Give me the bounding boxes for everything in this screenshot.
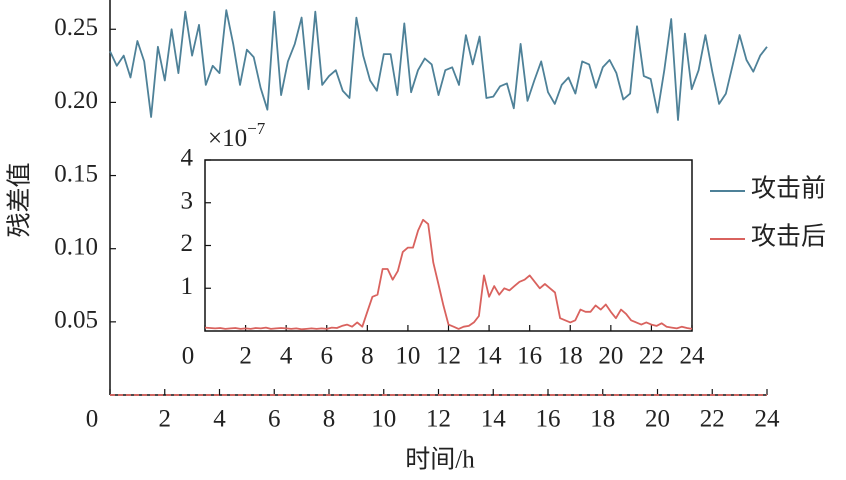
legend-label: 攻击前 bbox=[751, 175, 826, 203]
x-tick-label: 6 bbox=[321, 343, 334, 370]
axis-multiplier: ×10−7 bbox=[208, 119, 266, 152]
multiplier-exponent: −7 bbox=[247, 119, 266, 138]
x-tick-label: 22 bbox=[700, 406, 725, 433]
x-tick-label: 24 bbox=[755, 406, 781, 433]
x-tick-label: 8 bbox=[323, 406, 336, 433]
multiplier-base: ×10 bbox=[208, 125, 247, 152]
y-tick-label: 4 bbox=[181, 145, 194, 172]
x-tick-label: 18 bbox=[590, 406, 615, 433]
x-tick-label: 4 bbox=[280, 343, 293, 370]
x-tick-label: 2 bbox=[239, 343, 252, 370]
x-tick-label: 10 bbox=[395, 343, 420, 370]
x-tick-label: 8 bbox=[361, 343, 374, 370]
inset-frame bbox=[204, 159, 693, 332]
x-tick-label: 16 bbox=[517, 343, 542, 370]
x-tick-label: 14 bbox=[481, 406, 507, 433]
y-tick-label: 0.10 bbox=[54, 233, 98, 260]
x-tick-label: 24 bbox=[680, 343, 706, 370]
x-axis-label: 时间/h bbox=[405, 446, 475, 474]
y-tick-label: 0.05 bbox=[54, 307, 98, 334]
x-tick-label: 14 bbox=[477, 343, 503, 370]
legend-label: 攻击后 bbox=[751, 223, 826, 251]
x-tick-label: 20 bbox=[598, 343, 623, 370]
y-axis-label: 残差值 bbox=[6, 162, 34, 237]
y-tick-label: 1 bbox=[181, 273, 194, 300]
x-tick-label: 16 bbox=[536, 406, 561, 433]
y-tick-label: 3 bbox=[181, 187, 194, 214]
x-tick-label: 4 bbox=[213, 406, 226, 433]
x-tick-label: 10 bbox=[371, 406, 396, 433]
y-tick-label: 2 bbox=[181, 230, 194, 257]
x-tick-label: 20 bbox=[645, 406, 670, 433]
y-tick-label: 0.15 bbox=[54, 160, 98, 187]
x-tick-label: 2 bbox=[159, 406, 172, 433]
y-tick-label: 0.25 bbox=[54, 14, 98, 41]
x-tick-label: 6 bbox=[268, 406, 281, 433]
x-tick-label: 12 bbox=[436, 343, 461, 370]
x-tick-label: 22 bbox=[639, 343, 664, 370]
y-tick-label: 0.20 bbox=[54, 87, 98, 114]
series-line bbox=[204, 218, 693, 331]
x-tick-label: 0 bbox=[86, 406, 99, 433]
x-tick-label: 12 bbox=[426, 406, 451, 433]
x-tick-label: 0 bbox=[182, 343, 195, 370]
series-line bbox=[109, 9, 768, 121]
x-tick-label: 18 bbox=[558, 343, 583, 370]
